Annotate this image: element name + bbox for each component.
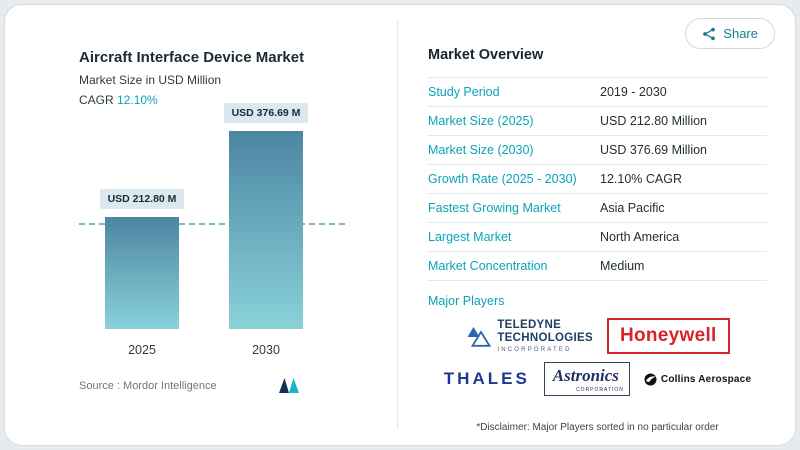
thales-logo: THALES [443, 369, 530, 388]
bar-chart: USD 212.80 M 2025 USD 376.69 M 2030 [79, 103, 345, 357]
disclaimer-text: *Disclaimer: Major Players sorted in no … [476, 422, 719, 433]
chart-title: Aircraft Interface Device Market [79, 49, 305, 66]
source-label: Source : [79, 379, 120, 392]
report-card: Aircraft Interface Device Market Market … [4, 4, 796, 446]
source-text: Source : Mordor Intelligence [79, 380, 217, 392]
teledyne-wordmark: TELEDYNE TECHNOLOGIES INCORPORATED [497, 319, 593, 353]
major-players-label: Major Players [428, 294, 505, 308]
reference-line [79, 222, 345, 225]
row-label: Market Size (2030) [428, 143, 534, 157]
row-label: Fastest Growing Market [428, 201, 561, 215]
bar-value-label: USD 376.69 M [223, 103, 309, 123]
overview-title: Market Overview [428, 47, 544, 63]
table-row: Market Size (2030) USD 376.69 Million [428, 136, 767, 165]
overview-table: Study Period 2019 - 2030 Market Size (20… [428, 77, 767, 281]
row-value: USD 376.69 Million [600, 143, 707, 157]
row-value: North America [600, 230, 680, 244]
bar-2025: USD 212.80 M 2025 [99, 103, 185, 357]
teledyne-technologies-logo: TELEDYNE TECHNOLOGIES INCORPORATED [465, 319, 593, 353]
astronics-corporation-text: CORPORATION [576, 387, 624, 393]
chart-subtitle: Market Size in USD Million [79, 73, 222, 87]
mordor-intelligence-logo-icon [279, 378, 299, 393]
collins-aerospace-logo: Collins Aerospace [644, 373, 751, 386]
table-row: Growth Rate (2025 - 2030) 12.10% CAGR [428, 165, 767, 194]
x-tick-2030: 2030 [252, 343, 280, 357]
astronics-wordmark: Astronics [552, 366, 619, 385]
panel-divider [397, 21, 398, 429]
bar-fill-2025 [105, 216, 179, 329]
row-label: Market Concentration [428, 259, 548, 273]
bar-value-label: USD 212.80 M [99, 188, 185, 209]
honeywell-logo: Honeywell [606, 318, 730, 354]
source-name: Mordor Intelligence [123, 379, 217, 392]
row-label: Largest Market [428, 230, 512, 244]
table-row: Market Concentration Medium [428, 252, 767, 281]
cagr-value: 12.10% [117, 93, 158, 107]
share-button-label: Share [723, 26, 758, 41]
bar-2030: USD 376.69 M 2030 [223, 103, 309, 357]
share-button[interactable]: Share [685, 18, 775, 49]
row-value: Medium [600, 259, 645, 273]
chart-panel: Aircraft Interface Device Market Market … [5, 5, 397, 445]
table-row: Fastest Growing Market Asia Pacific [428, 194, 767, 223]
row-value: USD 212.80 Million [600, 114, 707, 128]
row-label: Growth Rate (2025 - 2030) [428, 172, 577, 186]
logo-row: TELEDYNE TECHNOLOGIES INCORPORATED Honey… [465, 318, 730, 354]
collins-aerospace-icon [644, 373, 657, 385]
bar-fill-2030 [229, 131, 303, 329]
row-value: 12.10% CAGR [600, 172, 682, 186]
teledyne-icon [467, 326, 492, 347]
market-overview-panel: Market Overview Study Period 2019 - 2030… [398, 5, 795, 445]
astronics-logo: Astronics CORPORATION [543, 362, 630, 396]
row-label: Market Size (2025) [428, 114, 534, 128]
cagr-label: CAGR [79, 93, 114, 107]
share-icon [703, 27, 716, 40]
row-label: Study Period [428, 85, 500, 99]
cagr-line: CAGR 12.10% [79, 93, 345, 107]
x-tick-2025: 2025 [128, 343, 156, 357]
row-value: 2019 - 2030 [600, 85, 667, 99]
logo-row: THALES Astronics CORPORATION Collins Aer… [444, 362, 751, 396]
major-players-logos: TELEDYNE TECHNOLOGIES INCORPORATED Honey… [428, 318, 767, 396]
table-row: Study Period 2019 - 2030 [428, 78, 767, 107]
table-row: Largest Market North America [428, 223, 767, 252]
row-value: Asia Pacific [600, 201, 665, 215]
source-row: Source : Mordor Intelligence [79, 377, 345, 394]
table-row: Market Size (2025) USD 212.80 Million [428, 107, 767, 136]
